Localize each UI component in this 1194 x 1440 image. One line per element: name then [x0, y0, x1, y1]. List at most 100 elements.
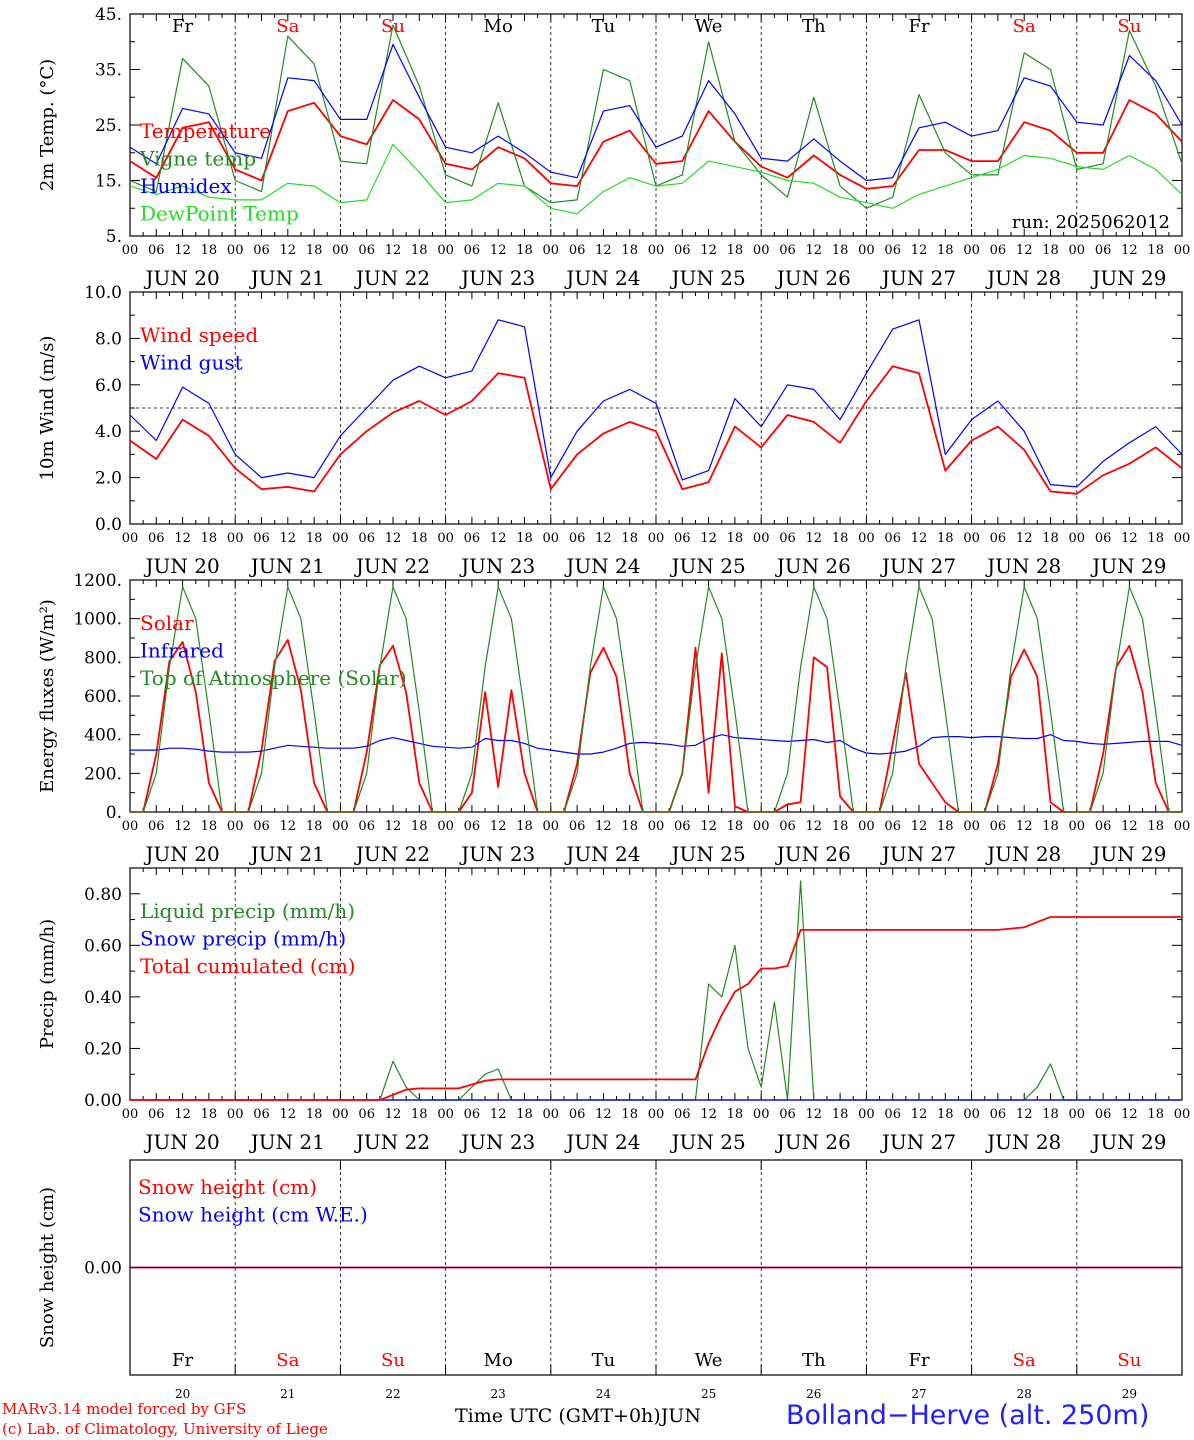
y-tick-label: 25. — [95, 116, 122, 136]
hour-label: 00 — [858, 819, 875, 834]
hour-label: 00 — [437, 819, 454, 834]
hour-label: 12 — [806, 531, 823, 546]
day-letter: Su — [381, 1350, 405, 1371]
y-tick-label: 0.60 — [84, 936, 122, 956]
hour-label: 00 — [543, 243, 560, 258]
hour-label: 12 — [700, 243, 717, 258]
hour-label: 06 — [464, 819, 481, 834]
hour-label: 00 — [753, 1107, 770, 1122]
hour-label: 06 — [569, 1107, 586, 1122]
date-label: JUN 22 — [354, 266, 430, 290]
date-label: JUN 23 — [459, 266, 535, 290]
hour-label: 18 — [937, 531, 954, 546]
hour-label: 06 — [990, 819, 1007, 834]
hour-label: 12 — [595, 531, 612, 546]
legend-entry: Total cumulated (cm) — [140, 954, 356, 978]
hour-label: 06 — [464, 1107, 481, 1122]
hour-label: 12 — [385, 1107, 402, 1122]
hour-label: 18 — [832, 531, 849, 546]
hour-label: 18 — [201, 819, 218, 834]
hour-label: 06 — [990, 531, 1007, 546]
hour-label: 06 — [884, 531, 901, 546]
hour-label: 18 — [621, 819, 638, 834]
hour-label: 18 — [516, 243, 533, 258]
hour-label: 12 — [385, 531, 402, 546]
day-letter: Su — [381, 16, 405, 37]
date-label: JUN 20 — [144, 1130, 220, 1154]
day-letter: Su — [1117, 1350, 1141, 1371]
series-line-2 — [130, 734, 1183, 755]
date-label: JUN 22 — [354, 554, 430, 578]
y-tick-label: 400. — [84, 726, 122, 746]
y-tick-label: 0.00 — [84, 1259, 122, 1279]
hour-label: 12 — [1121, 243, 1138, 258]
y-axis-label: Precip (mm/h) — [37, 919, 58, 1049]
hour-label: 18 — [832, 819, 849, 834]
hour-label: 12 — [280, 1107, 297, 1122]
y-tick-label: 1200. — [73, 571, 122, 591]
hour-label: 12 — [1121, 531, 1138, 546]
hour-label: 00 — [648, 1107, 665, 1122]
hour-label: 18 — [306, 243, 323, 258]
hour-label: 00 — [963, 1107, 980, 1122]
day-number: 25 — [701, 1387, 716, 1401]
hour-label: 00 — [1174, 819, 1191, 834]
hour-label: 12 — [1016, 1107, 1033, 1122]
day-letter: Sa — [1013, 16, 1036, 37]
y-tick-label: 8.0 — [95, 329, 122, 349]
date-label: JUN 23 — [459, 554, 535, 578]
day-number: 26 — [806, 1387, 821, 1401]
date-label: JUN 20 — [144, 842, 220, 866]
date-label: JUN 28 — [985, 554, 1061, 578]
hour-label: 06 — [884, 243, 901, 258]
day-number: 22 — [385, 1387, 400, 1401]
hour-label: 00 — [963, 819, 980, 834]
day-letter: Th — [802, 16, 826, 37]
hour-label: 00 — [753, 819, 770, 834]
legend-entry: Wind gust — [140, 351, 243, 375]
hour-label: 00 — [437, 1107, 454, 1122]
date-label: JUN 25 — [670, 266, 746, 290]
lab-credit: (c) Lab. of Climatology, University of L… — [2, 1420, 328, 1438]
hour-label: 12 — [1016, 819, 1033, 834]
y-tick-label: 4.0 — [95, 422, 122, 442]
hour-label: 00 — [1069, 819, 1086, 834]
hour-label: 18 — [727, 531, 744, 546]
hour-label: 00 — [332, 1107, 349, 1122]
hour-label: 12 — [911, 243, 928, 258]
y-tick-label: 0.20 — [84, 1039, 122, 1059]
hour-label: 06 — [148, 531, 165, 546]
hour-label: 00 — [963, 531, 980, 546]
legend-entry: Vigne temp — [139, 147, 256, 171]
hour-label: 00 — [648, 531, 665, 546]
hour-label: 18 — [1042, 243, 1059, 258]
hour-label: 00 — [648, 819, 665, 834]
hour-label: 00 — [648, 243, 665, 258]
hour-label: 18 — [411, 1107, 428, 1122]
hour-label: 12 — [1016, 243, 1033, 258]
day-letter: Fr — [908, 1350, 929, 1371]
date-label: JUN 27 — [880, 842, 956, 866]
hour-label: 06 — [884, 1107, 901, 1122]
hour-label: 06 — [569, 531, 586, 546]
hour-label: 06 — [148, 1107, 165, 1122]
hour-label: 18 — [1147, 531, 1164, 546]
hour-label: 06 — [779, 1107, 796, 1122]
day-letter: Fr — [172, 1350, 193, 1371]
date-label: JUN 20 — [144, 266, 220, 290]
date-label: JUN 25 — [670, 842, 746, 866]
hour-label: 06 — [253, 531, 270, 546]
date-label: JUN 25 — [670, 1130, 746, 1154]
hour-label: 18 — [937, 1107, 954, 1122]
y-tick-label: 15. — [95, 172, 122, 192]
hour-label: 00 — [122, 1107, 139, 1122]
day-letter: Sa — [276, 1350, 299, 1371]
day-number: 28 — [1017, 1387, 1032, 1401]
hour-label: 18 — [937, 243, 954, 258]
panel-1: 5. 15. 25. 35. 45. 2m Temp. (°C) Temperature Vi… — [37, 5, 1190, 290]
hour-label: 00 — [543, 1107, 560, 1122]
legend-entry: Snow precip (mm/h) — [140, 927, 346, 951]
date-label: JUN 22 — [354, 842, 430, 866]
y-tick-label: 5. — [106, 227, 122, 247]
y-tick-label: 10.0 — [84, 283, 122, 303]
